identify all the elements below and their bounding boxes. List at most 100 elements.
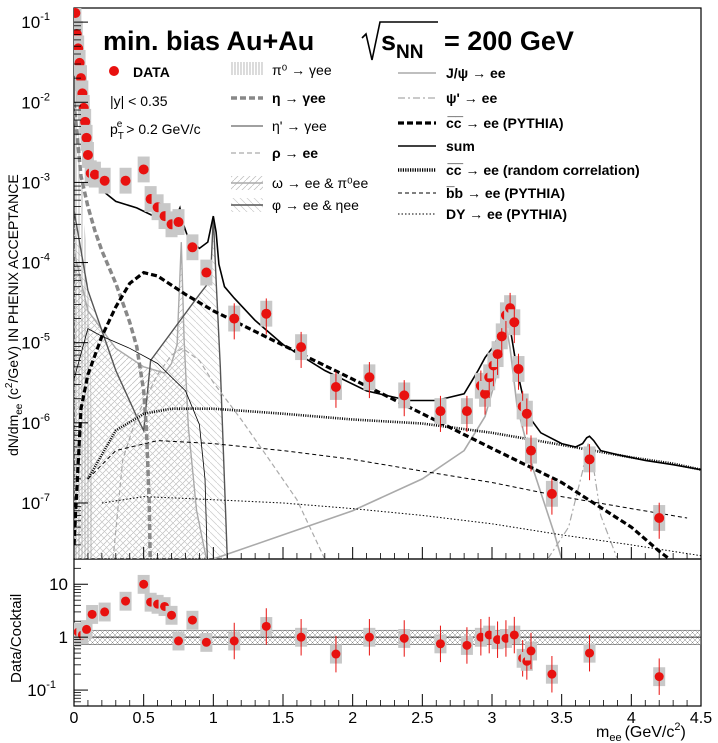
axes: 0 0.5 1 1.5 2 2.5 3 3.5 4 4.5 10-7 10-6 10-5 10-4 10-3…	[21, 11, 712, 727]
ratio-point	[435, 639, 445, 649]
ratio-point	[187, 615, 197, 625]
y-tick-label: 10-3	[21, 171, 50, 192]
y-tick-label: 10-6	[21, 412, 50, 433]
legend-dy-label: DY → ee (PYTHIA)	[446, 206, 567, 222]
data-point	[120, 175, 131, 186]
ratio-point	[296, 632, 306, 642]
y-tick-label: 10-1	[21, 11, 50, 32]
legend-omega-label: ω → ee & π⁰ee	[272, 175, 368, 191]
cut-rapidity: |y| < 0.35	[110, 93, 168, 109]
x-tick-label: 3.5	[551, 710, 573, 727]
phi-area	[74, 210, 228, 559]
phi-curve	[74, 210, 228, 559]
data-point	[173, 217, 184, 228]
drell-yan-curve	[101, 496, 701, 557]
y-tick-label: 10-5	[21, 332, 50, 353]
ratio-point	[261, 621, 271, 631]
cocktail-curves	[74, 15, 701, 559]
ratio-point	[509, 630, 519, 640]
data-point	[229, 313, 240, 324]
data-point	[99, 175, 110, 186]
data-point	[364, 372, 375, 383]
cut-pt: pTe > 0.2 GeV/c	[110, 119, 201, 142]
data-point	[435, 406, 446, 417]
jpsi-curve	[213, 324, 563, 559]
chart-title-energy: = 200 GeV	[444, 26, 574, 56]
legend-data-label: DATA	[133, 64, 170, 80]
ratio-point	[364, 632, 374, 642]
x-tick-label: 0.5	[133, 710, 155, 727]
data-point	[201, 267, 212, 278]
ratio-y-tick-label: 1	[59, 628, 68, 647]
legend-pi0-swatch	[231, 62, 263, 75]
chart-title: min. bias Au+Au	[103, 26, 314, 56]
ratio-point	[229, 636, 239, 646]
ratio-point	[174, 636, 183, 646]
data-point	[513, 363, 524, 374]
legend-ccrandom-label: c̅c̅ → ee (random correlation)	[446, 162, 640, 178]
ratio-point	[100, 607, 110, 617]
ratio-y-tick-label: 10	[49, 575, 68, 594]
x-tick-label: 2	[348, 710, 357, 727]
eta-prime-curve	[74, 328, 208, 559]
rho-curve	[112, 347, 326, 559]
legend-sum-label: sum	[446, 138, 475, 154]
y-tick-label: 10-4	[21, 252, 50, 273]
ratio-point	[201, 637, 211, 647]
ratio-point	[139, 579, 149, 589]
x-tick-label: 1.5	[272, 710, 294, 727]
data-point	[81, 132, 92, 143]
x-tick-label: 4	[627, 710, 636, 727]
x-tick-label: 3	[488, 710, 497, 727]
data-point	[546, 488, 557, 499]
bbbar-curve	[87, 440, 688, 519]
legend-jpsi-label: J/ψ → ee	[446, 65, 506, 81]
y-tick-label: 10-7	[21, 492, 50, 513]
legend-etaprime-label: η' → γee	[272, 118, 327, 134]
data-point	[461, 406, 472, 417]
ratio-point	[493, 635, 503, 645]
data-point	[187, 242, 198, 253]
data-point	[521, 408, 532, 419]
sqrt-symbol	[361, 21, 438, 61]
ratio-point	[476, 632, 486, 642]
legend-psiprime-label: ψ' → ee	[446, 90, 497, 106]
ratio-points	[74, 574, 701, 695]
y-axis-title: dN/dmee (c2/GeV) IN PHENIX ACCEPTANCE	[4, 174, 25, 456]
ratio-point	[462, 640, 472, 650]
ratio-point	[654, 672, 664, 682]
data-point	[584, 454, 595, 465]
legend-sources: J/ψ → ee ψ' → ee c̅c̅ → ee (PYTHIA) sum …	[398, 65, 640, 222]
ratio-point	[82, 624, 92, 634]
legend-cocktail: π⁰ → γee η → γee η' → γee ρ → ee ω → ee …	[231, 62, 368, 213]
data-point	[80, 116, 91, 127]
ratio-point	[501, 633, 511, 643]
data-point	[492, 349, 503, 360]
ratio-point	[484, 630, 494, 640]
legend-rho-label: ρ → ee	[272, 145, 318, 161]
x-tick-label: 2.5	[411, 710, 433, 727]
data-point	[399, 390, 410, 401]
ratio-point	[547, 669, 557, 679]
data-point	[480, 388, 491, 399]
data-point	[509, 317, 520, 328]
data-point	[74, 8, 81, 18]
data-point	[654, 512, 665, 523]
data-points	[74, 8, 666, 539]
data-point	[261, 308, 272, 319]
psiprime-curve	[547, 443, 618, 559]
ccbar-pythia-curve	[74, 270, 673, 559]
legend-phi-label: φ → ee & ηee	[272, 197, 359, 213]
legend-ccbar-label: c̅c̅ → ee (PYTHIA)	[446, 115, 563, 131]
legend-eta-label: η → γee	[272, 90, 326, 106]
ratio-point	[167, 610, 177, 620]
data-point	[296, 342, 307, 353]
ratio-point	[585, 648, 595, 658]
x-tick-label: 0	[70, 710, 79, 727]
ratio-point	[399, 633, 409, 643]
x-tick-label: 1	[209, 710, 218, 727]
data-point	[138, 164, 149, 175]
ratio-y-tick-label: 10-1	[27, 679, 56, 700]
chart-title-s: sNN	[381, 26, 423, 63]
